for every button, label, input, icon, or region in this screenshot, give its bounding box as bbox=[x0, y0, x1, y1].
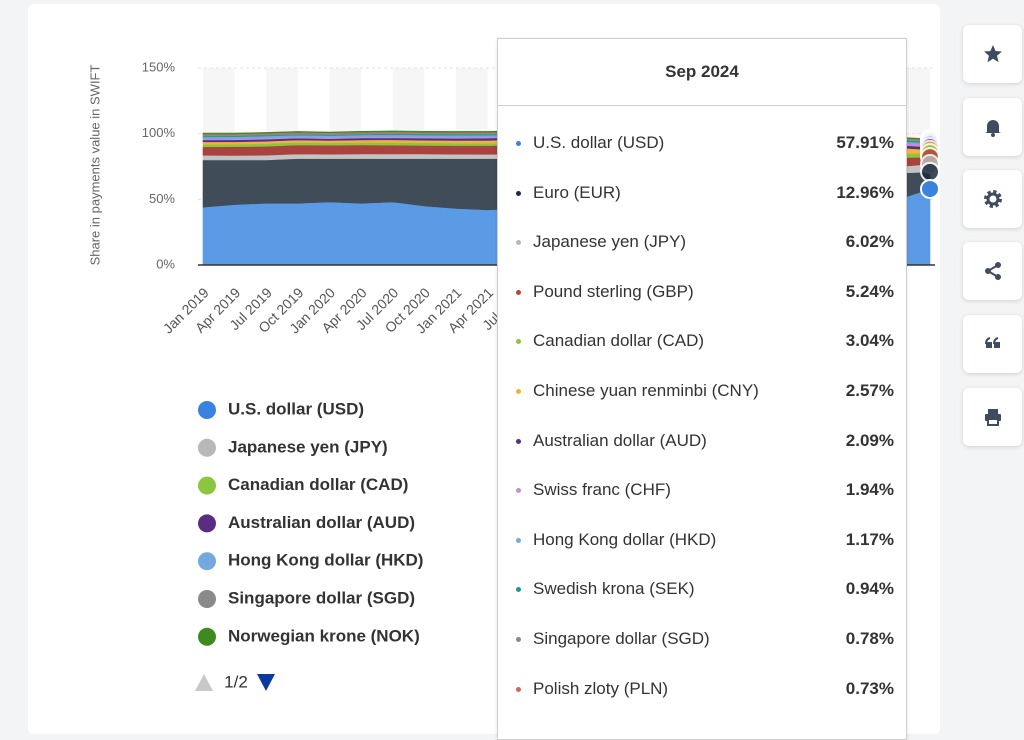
print-button[interactable] bbox=[963, 388, 1022, 446]
tooltip-row: Polish zloty (PLN) 0.73% bbox=[498, 674, 906, 704]
share-button[interactable] bbox=[963, 242, 1022, 300]
tooltip-value: 3.04% bbox=[845, 331, 894, 351]
y-tick-label: 100% bbox=[142, 125, 176, 140]
y-tick-label: 150% bbox=[142, 59, 176, 74]
tooltip-row: Australian dollar (AUD) 2.09% bbox=[498, 426, 906, 456]
tooltip-name: Chinese yuan renminbi (CNY) bbox=[533, 381, 759, 400]
tooltip-dot bbox=[516, 637, 521, 642]
legend-label: Hong Kong dollar (HKD) bbox=[228, 551, 423, 570]
legend-next bbox=[257, 674, 275, 691]
star-icon bbox=[983, 45, 1002, 63]
tooltip-value: 1.17% bbox=[845, 529, 894, 549]
tooltip-name: Australian dollar (AUD) bbox=[533, 430, 707, 450]
legend-label: Canadian dollar (CAD) bbox=[228, 475, 408, 494]
tooltip-dot bbox=[516, 339, 521, 345]
tooltip-name: Swedish krona (SEK) bbox=[533, 579, 695, 599]
quote-icon bbox=[984, 337, 1000, 348]
tooltip-name: Polish zloty (PLN) bbox=[533, 678, 669, 698]
tooltip-name: Swiss franc (CHF) bbox=[533, 480, 671, 500]
share-icon bbox=[984, 262, 1001, 280]
y-tick-label: 0% bbox=[156, 256, 175, 271]
tooltip-value: 1.94% bbox=[845, 480, 894, 500]
legend-marker bbox=[198, 627, 216, 646]
tooltip-dot bbox=[516, 289, 521, 295]
tooltip-dot bbox=[516, 537, 521, 543]
tooltip-value: 0.94% bbox=[845, 579, 894, 599]
cite-button[interactable] bbox=[963, 315, 1022, 373]
notify-button[interactable] bbox=[963, 98, 1022, 156]
end-marker bbox=[920, 161, 940, 182]
tooltip-name: Pound sterling (GBP) bbox=[533, 281, 694, 301]
tooltip-row: Euro (EUR) 12.96% bbox=[498, 178, 906, 208]
tooltip-row: Swiss franc (CHF) 1.94% bbox=[498, 475, 906, 505]
legend-label: Japanese yen (JPY) bbox=[228, 437, 388, 456]
tooltip-dot bbox=[516, 389, 521, 394]
gear-icon bbox=[983, 190, 1002, 208]
tooltip-row: Swedish krona (SEK) 0.94% bbox=[498, 574, 906, 604]
tooltip-value: 12.96% bbox=[836, 182, 894, 202]
tooltip-value: 5.24% bbox=[845, 281, 894, 301]
tooltip-row: Canadian dollar (CAD) 3.04% bbox=[498, 326, 906, 356]
tooltip-row: Singapore dollar (SGD) 0.78% bbox=[498, 624, 906, 654]
tooltip-dot bbox=[516, 686, 521, 692]
tooltip-row: Pound sterling (GBP) 5.24% bbox=[498, 277, 906, 307]
tooltip-title: Sep 2024 bbox=[498, 39, 906, 106]
tooltip-dot bbox=[516, 488, 521, 494]
legend-label: U.S. dollar (USD) bbox=[228, 399, 364, 418]
tooltip-dot bbox=[516, 141, 521, 146]
tooltip-value: 6.02% bbox=[845, 232, 894, 252]
tooltip-name: Canadian dollar (CAD) bbox=[533, 331, 705, 351]
legend-marker bbox=[198, 590, 216, 608]
legend-marker bbox=[198, 552, 216, 571]
legend-marker bbox=[198, 438, 216, 457]
favorite-button[interactable] bbox=[963, 25, 1022, 83]
tooltip-dot bbox=[516, 190, 521, 196]
page: Share in payments value in SWIFT 0% 50% 10… bbox=[28, 4, 1022, 740]
tooltip-dot bbox=[516, 438, 521, 444]
tooltip-row: U.S. dollar (USD) 57.91% bbox=[498, 128, 906, 158]
print-icon bbox=[984, 409, 1001, 426]
tooltip-value: 2.57% bbox=[845, 381, 894, 400]
y-tick-label: 50% bbox=[149, 191, 175, 206]
legend-label: Australian dollar (AUD) bbox=[228, 513, 415, 532]
tooltip-name: Singapore dollar (SGD) bbox=[533, 629, 710, 648]
tooltip-value: 0.73% bbox=[845, 678, 894, 698]
tooltip-value: 0.78% bbox=[845, 629, 894, 648]
legend-prev bbox=[195, 674, 213, 691]
tooltip-row: Hong Kong dollar (HKD) 1.17% bbox=[498, 525, 906, 555]
legend-marker bbox=[198, 401, 216, 419]
tooltip-row: Chinese yuan renminbi (CNY) 2.57% bbox=[498, 376, 906, 406]
y-axis-title: Share in payments value in SWIFT bbox=[87, 65, 102, 266]
bell-icon bbox=[984, 120, 1001, 137]
legend-marker bbox=[198, 514, 216, 533]
legend-label: Singapore dollar (SGD) bbox=[228, 588, 415, 607]
tooltip-row: Japanese yen (JPY) 6.02% bbox=[498, 227, 906, 257]
legend-pager: 1/2 bbox=[224, 672, 248, 691]
tooltip: Sep 2024 U.S. dollar (USD) 57.91% Euro (EU… bbox=[497, 38, 907, 740]
end-marker bbox=[920, 178, 940, 199]
settings-button[interactable] bbox=[963, 170, 1022, 228]
tooltip-name: Euro (EUR) bbox=[533, 182, 621, 202]
tooltip-value: 57.91% bbox=[836, 133, 894, 152]
tooltip-name: U.S. dollar (USD) bbox=[533, 133, 665, 152]
tooltip-name: Hong Kong dollar (HKD) bbox=[533, 529, 717, 549]
tooltip-dot bbox=[516, 240, 521, 246]
tooltip-name: Japanese yen (JPY) bbox=[533, 232, 687, 252]
legend-marker bbox=[198, 476, 216, 495]
tooltip-dot bbox=[516, 587, 521, 593]
tooltip-value: 2.09% bbox=[845, 430, 894, 450]
legend-label: Norwegian krone (NOK) bbox=[228, 626, 420, 645]
